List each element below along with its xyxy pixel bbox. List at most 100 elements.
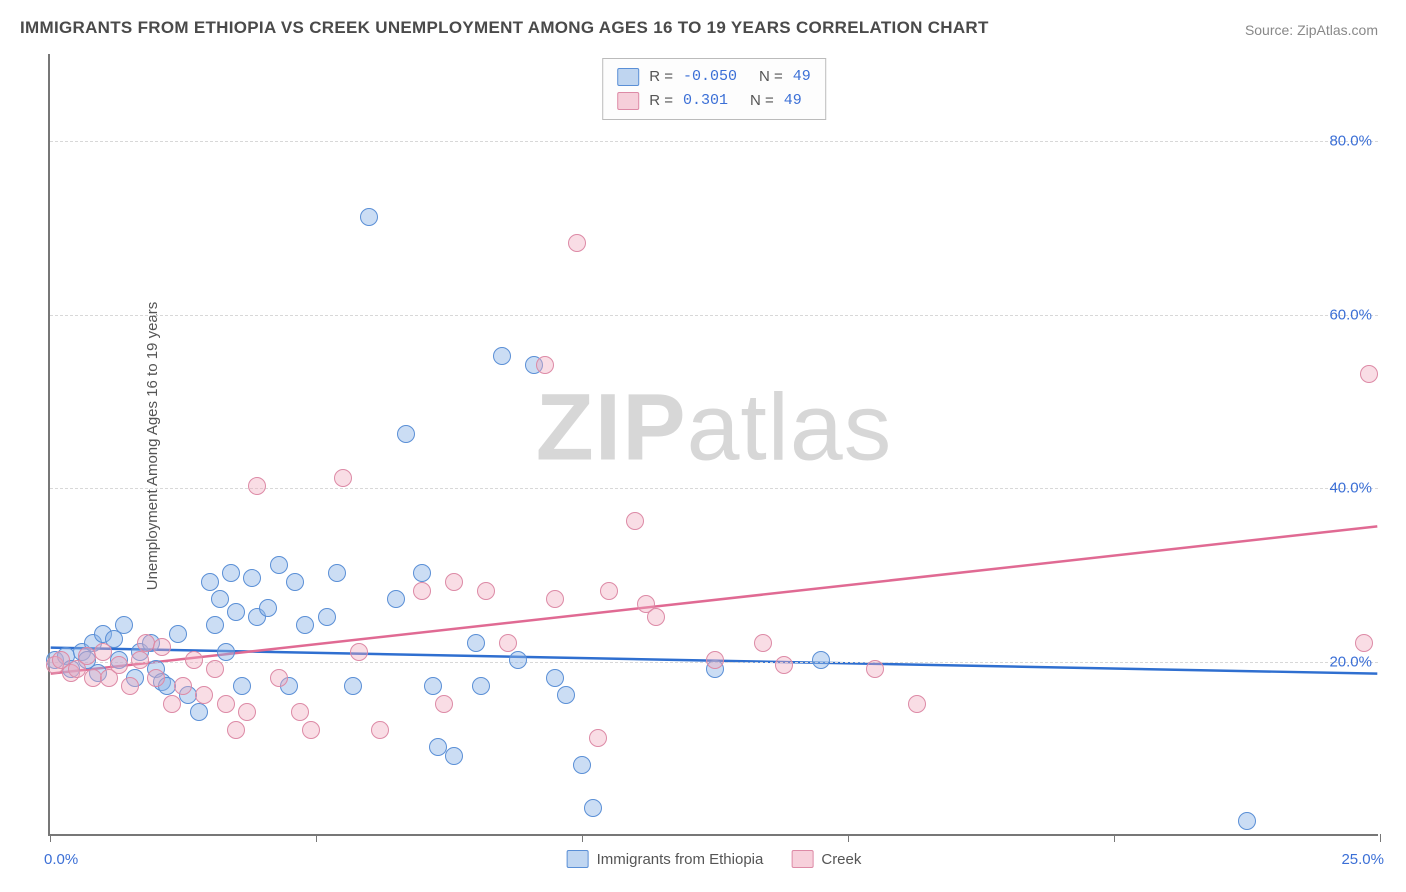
data-point — [866, 660, 884, 678]
y-tick-label: 40.0% — [1329, 480, 1372, 497]
data-point — [568, 234, 586, 252]
data-point — [1360, 365, 1378, 383]
legend-series: Immigrants from Ethiopia Creek — [567, 850, 862, 868]
legend-swatch — [567, 850, 589, 868]
data-point — [584, 799, 602, 817]
data-point — [1238, 812, 1256, 830]
legend-series-label: Creek — [821, 851, 861, 868]
data-point — [291, 703, 309, 721]
data-point — [467, 634, 485, 652]
data-point — [163, 695, 181, 713]
legend-r-label: R = — [649, 89, 673, 113]
legend-n-value: 49 — [793, 65, 811, 89]
data-point — [110, 656, 128, 674]
data-point — [169, 625, 187, 643]
y-tick-label: 60.0% — [1329, 306, 1372, 323]
data-point — [227, 603, 245, 621]
legend-series-item: Immigrants from Ethiopia — [567, 850, 764, 868]
x-axis-max-label: 25.0% — [1341, 851, 1384, 868]
legend-swatch — [791, 850, 813, 868]
legend-r-value: -0.050 — [683, 65, 737, 89]
y-tick-label: 80.0% — [1329, 132, 1372, 149]
legend-n-label: N = — [759, 65, 783, 89]
data-point — [206, 616, 224, 634]
data-point — [509, 651, 527, 669]
data-point — [445, 747, 463, 765]
data-point — [217, 695, 235, 713]
legend-series-item: Creek — [791, 850, 861, 868]
legend-swatch — [617, 68, 639, 86]
x-tick — [1380, 834, 1381, 842]
data-point — [626, 512, 644, 530]
x-tick — [1114, 834, 1115, 842]
data-point — [115, 616, 133, 634]
data-point — [211, 590, 229, 608]
legend-stat-row: R = -0.050 N = 49 — [617, 65, 811, 89]
legend-n-label: N = — [750, 89, 774, 113]
data-point — [536, 356, 554, 374]
data-point — [435, 695, 453, 713]
legend-stat-row: R = 0.301 N = 49 — [617, 89, 811, 113]
data-point — [754, 634, 772, 652]
data-point — [775, 656, 793, 674]
legend-r-label: R = — [649, 65, 673, 89]
data-point — [227, 721, 245, 739]
data-point — [190, 703, 208, 721]
x-tick — [316, 834, 317, 842]
legend-series-label: Immigrants from Ethiopia — [597, 851, 764, 868]
data-point — [706, 651, 724, 669]
data-point — [360, 208, 378, 226]
data-point — [206, 660, 224, 678]
data-point — [217, 643, 235, 661]
data-point — [387, 590, 405, 608]
data-point — [222, 564, 240, 582]
data-point — [248, 477, 266, 495]
data-point — [371, 721, 389, 739]
data-point — [589, 729, 607, 747]
data-point — [147, 669, 165, 687]
data-point — [557, 686, 575, 704]
legend-stats: R =-0.050N =49R = 0.301N =49 — [602, 58, 826, 120]
data-point — [344, 677, 362, 695]
data-point — [413, 564, 431, 582]
data-point — [1355, 634, 1373, 652]
data-point — [908, 695, 926, 713]
legend-r-value: 0.301 — [683, 89, 728, 113]
data-point — [243, 569, 261, 587]
x-axis-min-label: 0.0% — [44, 851, 78, 868]
legend-n-value: 49 — [784, 89, 802, 113]
data-point — [647, 608, 665, 626]
data-point — [174, 677, 192, 695]
data-point — [546, 669, 564, 687]
data-point — [238, 703, 256, 721]
data-point — [270, 556, 288, 574]
data-point — [397, 425, 415, 443]
data-point — [259, 599, 277, 617]
data-point — [296, 616, 314, 634]
data-point — [573, 756, 591, 774]
watermark: ZIPatlas — [536, 374, 892, 483]
data-point — [286, 573, 304, 591]
data-point — [195, 686, 213, 704]
legend-swatch — [617, 92, 639, 110]
x-tick — [50, 834, 51, 842]
data-point — [94, 643, 112, 661]
data-point — [413, 582, 431, 600]
data-point — [334, 469, 352, 487]
data-point — [328, 564, 346, 582]
data-point — [477, 582, 495, 600]
data-point — [493, 347, 511, 365]
data-point — [302, 721, 320, 739]
data-point — [201, 573, 219, 591]
data-point — [270, 669, 288, 687]
data-point — [546, 590, 564, 608]
x-tick — [582, 834, 583, 842]
data-point — [472, 677, 490, 695]
x-tick — [848, 834, 849, 842]
data-point — [121, 677, 139, 695]
data-point — [131, 651, 149, 669]
y-tick-label: 20.0% — [1329, 654, 1372, 671]
data-point — [318, 608, 336, 626]
data-point — [445, 573, 463, 591]
data-point — [812, 651, 830, 669]
